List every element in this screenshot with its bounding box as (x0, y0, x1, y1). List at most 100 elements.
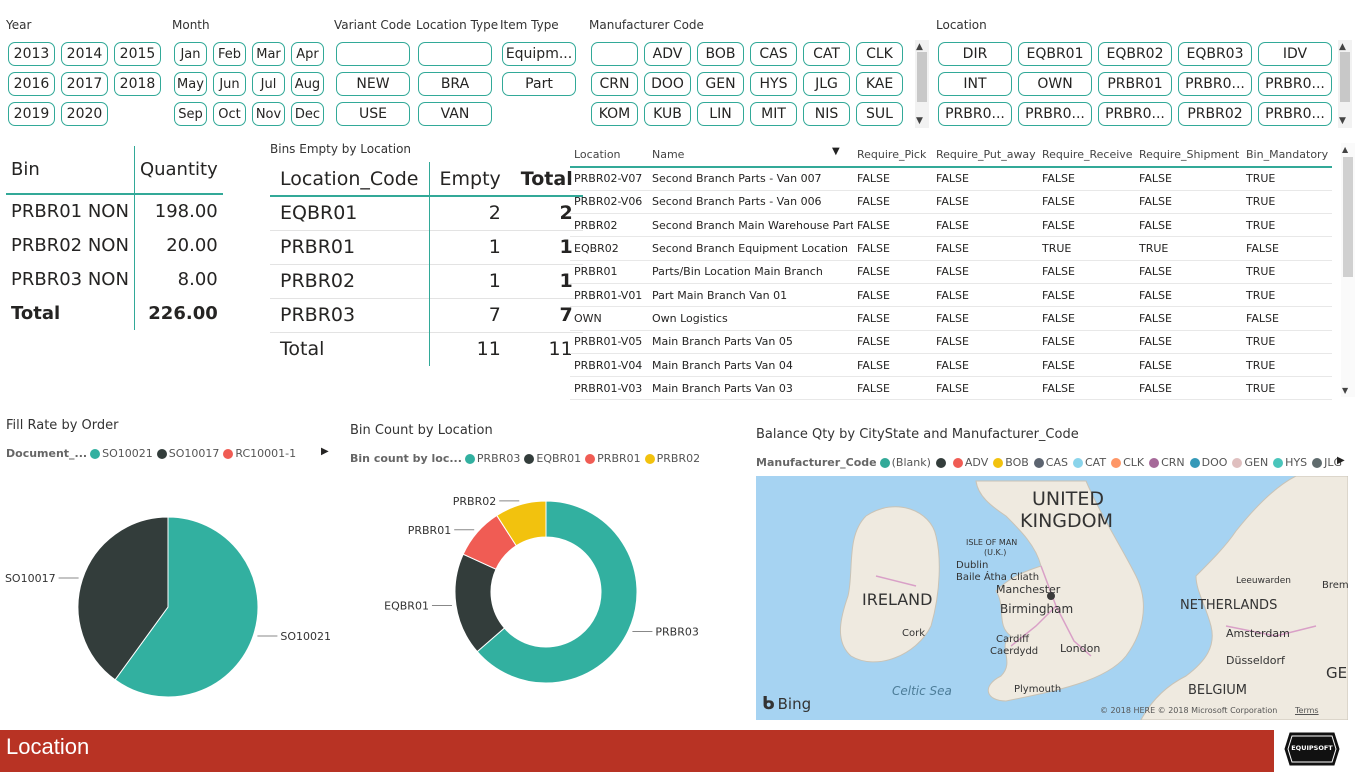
slicer-option[interactable]: LIN (697, 102, 744, 126)
slicer-option[interactable]: PRBR0... (1018, 102, 1092, 126)
legend-item[interactable]: CAS (1033, 456, 1068, 469)
location-slicer-scrollbar[interactable]: ▲ ▼ (1338, 40, 1352, 128)
legend-item[interactable]: HYS (1273, 456, 1307, 469)
slicer-option[interactable]: OWN (1018, 72, 1092, 96)
slicer-option[interactable] (418, 42, 492, 66)
legend-item[interactable]: EQBR01 (524, 452, 581, 465)
slicer-option[interactable]: Nov (252, 102, 285, 126)
legend-item[interactable]: CRN (1149, 456, 1185, 469)
column-header[interactable]: Location (570, 143, 648, 168)
slicer-option[interactable]: HYS (750, 72, 797, 96)
table-row[interactable]: PRBR02 Second Branch Main Warehouse Parts… (570, 213, 1332, 238)
table-row[interactable]: PRBR01-V04 Main Branch Parts Van 04 FALSE F… (570, 353, 1332, 378)
slicer-option[interactable]: SUL (856, 102, 903, 126)
slicer-option[interactable]: CRN (591, 72, 638, 96)
slicer-option[interactable]: 2019 (8, 102, 55, 126)
slicer-option[interactable]: 2017 (61, 72, 108, 96)
slicer-option[interactable]: PRBR0... (1258, 102, 1332, 126)
slicer-option[interactable]: KOM (591, 102, 638, 126)
pie-slice[interactable] (77, 516, 169, 681)
pie-slice[interactable] (476, 500, 638, 684)
slicer-option[interactable]: PRBR0... (1178, 72, 1252, 96)
pie-slice[interactable] (114, 516, 259, 698)
slicer-option[interactable]: Equipm... (502, 42, 576, 66)
slicer-option[interactable]: CAT (803, 42, 850, 66)
slicer-option[interactable]: IDV (1258, 42, 1332, 66)
scroll-down-icon[interactable]: ▼ (1339, 116, 1346, 126)
slicer-option[interactable]: 2015 (114, 42, 161, 66)
slicer-option[interactable]: Jul (252, 72, 285, 96)
table-row[interactable]: PRBR02-V07 Second Branch Parts - Van 007 F… (570, 167, 1332, 191)
slicer-option[interactable]: JLG (803, 72, 850, 96)
manufacturer-slicer-scrollbar[interactable]: ▲ ▼ (915, 40, 929, 128)
table-row[interactable]: PRBR03 7 7 (270, 298, 583, 332)
slicer-option[interactable]: USE (336, 102, 410, 126)
legend-item[interactable]: SO10017 (156, 447, 219, 460)
legend-next-icon[interactable]: ▶ (1337, 455, 1345, 466)
slicer-option[interactable]: Jan (174, 42, 207, 66)
column-header[interactable]: Quantity (139, 159, 218, 180)
legend-item[interactable]: GEN (1232, 456, 1268, 469)
table-row[interactable]: EQBR01 2 2 (270, 196, 583, 230)
slicer-option[interactable]: ADV (644, 42, 691, 66)
table-row[interactable]: PRBR01-V01 Part Main Branch Van 01 FALSE FA… (570, 283, 1332, 308)
map-terms-link[interactable]: Terms (1295, 706, 1319, 715)
slicer-option[interactable]: VAN (418, 102, 492, 126)
scroll-up-icon[interactable]: ▲ (916, 42, 923, 52)
slicer-option[interactable]: CLK (856, 42, 903, 66)
table-row[interactable]: PRBR01-V03 Main Branch Parts Van 03 FALSE F… (570, 376, 1332, 401)
legend-item[interactable]: (Blank) (879, 456, 931, 469)
table-row[interactable]: PRBR03 NON 8.00 (6, 262, 223, 296)
table-row[interactable]: PRBR01 Parts/Bin Location Main Branch FALS… (570, 260, 1332, 284)
slicer-option[interactable]: PRBR02 (1178, 102, 1252, 126)
table-row[interactable]: OWN Own Logistics FALSE FALSE FALSE FALSE FALS… (570, 306, 1332, 331)
column-header[interactable]: Empty (439, 167, 501, 190)
slicer-option[interactable]: EQBR02 (1098, 42, 1172, 66)
legend-item[interactable]: PRBR03 (464, 452, 520, 465)
location-table-scrollbar[interactable]: ▲ ▼ (1341, 143, 1355, 397)
scroll-down-icon[interactable]: ▼ (1342, 386, 1349, 395)
slicer-option[interactable]: Apr (291, 42, 324, 66)
slicer-option[interactable]: 2014 (61, 42, 108, 66)
slicer-option[interactable]: KAE (856, 72, 903, 96)
sort-descending-icon[interactable]: ▼ (832, 146, 840, 157)
slicer-option[interactable]: PRBR0... (1098, 102, 1172, 126)
legend-item[interactable] (935, 457, 948, 468)
slicer-option[interactable]: Aug (291, 72, 324, 96)
slicer-option[interactable]: BRA (418, 72, 492, 96)
column-header[interactable]: Total (520, 167, 573, 190)
map-data-bubble[interactable] (1047, 592, 1055, 600)
slicer-option[interactable]: PRBR0... (1258, 72, 1332, 96)
slicer-option[interactable]: GEN (697, 72, 744, 96)
balance-map[interactable]: UNITED KINGDOM ISLE OF MAN (U.K.) Dublin… (756, 476, 1348, 720)
slicer-option[interactable]: Feb (213, 42, 246, 66)
scroll-up-icon[interactable]: ▲ (1342, 145, 1349, 154)
slicer-option[interactable]: NIS (803, 102, 850, 126)
slicer-option[interactable]: PRBR0... (938, 102, 1012, 126)
column-header[interactable]: Require_Pick (853, 143, 932, 168)
slicer-option[interactable]: May (174, 72, 207, 96)
table-row[interactable]: PRBR02-V06 Second Branch Parts - Van 006 F… (570, 190, 1332, 215)
slicer-option[interactable]: Part (502, 72, 576, 96)
slicer-option[interactable]: DOO (644, 72, 691, 96)
column-header[interactable]: Location_Code (270, 162, 430, 196)
legend-item[interactable]: JLG (1312, 456, 1342, 469)
legend-item[interactable]: DOO (1189, 456, 1227, 469)
slicer-option[interactable]: Dec (291, 102, 324, 126)
slicer-option[interactable]: 2020 (61, 102, 108, 126)
legend-item[interactable]: SO10021 (90, 447, 153, 460)
table-row[interactable]: PRBR01 NON 198.00 (6, 194, 223, 228)
slicer-option[interactable]: PRBR01 (1098, 72, 1172, 96)
legend-item[interactable]: BOB (993, 456, 1029, 469)
table-row[interactable]: PRBR01 1 1 (270, 230, 583, 264)
scroll-up-icon[interactable]: ▲ (1339, 42, 1346, 52)
column-header[interactable]: Bin (6, 146, 135, 194)
column-header[interactable]: Require_Shipment (1135, 143, 1242, 168)
slicer-option[interactable]: 2016 (8, 72, 55, 96)
legend-item[interactable]: CLK (1111, 456, 1144, 469)
slicer-option[interactable]: INT (938, 72, 1012, 96)
table-row[interactable]: EQBR02 Second Branch Equipment Location FA… (570, 236, 1332, 261)
slicer-option[interactable] (591, 42, 638, 66)
slicer-option[interactable]: NEW (336, 72, 410, 96)
slicer-option[interactable]: DIR (938, 42, 1012, 66)
